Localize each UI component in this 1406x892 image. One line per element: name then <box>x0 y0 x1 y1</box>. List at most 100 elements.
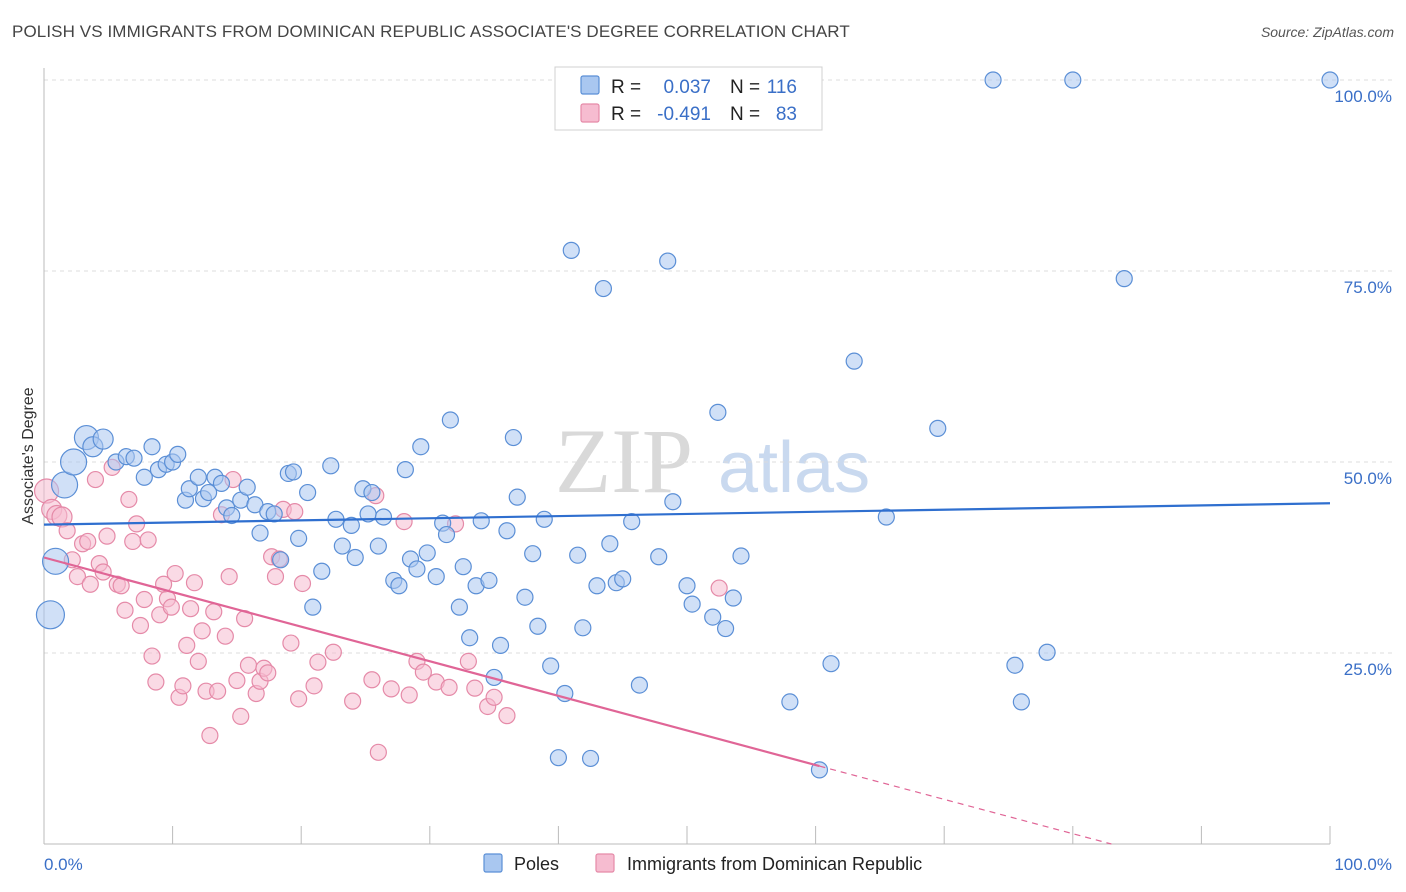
poles-point <box>369 537 387 555</box>
poles-point <box>441 411 459 429</box>
poles-point <box>1321 71 1339 89</box>
poles-point <box>1064 71 1082 89</box>
dominican-point <box>98 527 116 545</box>
dominican-point <box>259 664 277 682</box>
poles-point <box>601 535 619 553</box>
dominican-point <box>139 531 157 549</box>
dominican-point <box>220 567 238 586</box>
correlation-legend: R = 0.037 N = 116 R = -0.491 N = 83 <box>554 66 823 131</box>
poles-point <box>143 438 161 456</box>
poles-point <box>1012 693 1030 711</box>
poles-point <box>238 478 256 496</box>
y-tick-label: 75.0% <box>1344 278 1392 297</box>
poles-point <box>135 468 153 486</box>
dominican-point <box>79 532 97 551</box>
dominican-trendline <box>43 556 820 768</box>
dominican-point <box>174 677 192 695</box>
legend-n-value-poles: 116 <box>767 77 797 98</box>
y-tick-label: 50.0% <box>1344 469 1392 488</box>
x-ticks <box>43 826 1331 844</box>
poles-point <box>265 505 283 523</box>
poles-point <box>549 749 568 767</box>
poles-point <box>594 279 613 298</box>
dominican-point <box>147 673 165 691</box>
poles-point <box>454 558 472 576</box>
series-legend: Poles Immigrants from Dominican Republic <box>483 853 922 874</box>
poles-point <box>659 252 677 270</box>
poles-point <box>363 483 381 502</box>
poles-point <box>299 483 317 502</box>
dominican-point <box>216 627 234 645</box>
poles-point <box>322 457 340 475</box>
dominican-point <box>166 564 184 583</box>
dominican-point <box>282 634 300 652</box>
watermark-atlas: atlas <box>718 428 870 508</box>
dominican-point <box>293 574 312 593</box>
poles-point <box>664 493 682 511</box>
dominican-point <box>344 692 362 710</box>
dominican-point <box>131 616 150 635</box>
poles-point <box>574 619 592 637</box>
dominican-point <box>182 600 200 618</box>
dominican-point <box>290 690 308 708</box>
poles-point <box>59 448 88 476</box>
dominican-point <box>232 707 250 726</box>
series-legend-label-poles: Poles <box>514 854 559 874</box>
dominican-trendline-extension <box>819 765 1112 845</box>
poles-point <box>437 525 456 544</box>
series-legend-swatch-dominican <box>595 853 615 873</box>
dominican-point <box>710 579 728 597</box>
dominican-point <box>81 575 99 593</box>
dominican-point <box>466 679 484 697</box>
chart-source: Source: ZipAtlas.com <box>1260 24 1394 40</box>
poles-trendline <box>43 502 1331 526</box>
poles-point <box>212 474 231 492</box>
dominican-point <box>485 688 503 706</box>
poles-point <box>524 545 542 563</box>
dominican-point <box>135 590 153 609</box>
x-tick-labels: 0.0% 100.0% <box>44 855 1392 874</box>
poles-point <box>535 510 553 528</box>
dominican-point <box>309 653 327 671</box>
dominican-point <box>305 677 323 695</box>
poles-point <box>461 629 479 647</box>
poles-point <box>408 560 426 578</box>
dominican-point <box>209 682 227 700</box>
poles-point <box>50 471 79 499</box>
dominican-points <box>33 458 728 761</box>
legend-swatch-poles <box>580 75 600 95</box>
poles-point <box>822 655 840 673</box>
dominican-point <box>266 567 285 586</box>
poles-point <box>845 352 863 370</box>
poles-point <box>396 461 414 479</box>
poles-point <box>223 506 241 525</box>
poles-point <box>588 577 606 595</box>
poles-point <box>390 577 408 595</box>
poles-point <box>284 463 303 481</box>
poles-point <box>704 608 722 626</box>
poles-point <box>562 241 580 259</box>
dominican-point <box>363 671 381 689</box>
poles-point <box>542 657 560 675</box>
dominican-point <box>324 643 342 661</box>
y-axis-title: Associate's Degree <box>20 387 37 524</box>
dominican-point <box>205 603 223 621</box>
dominican-point <box>201 726 219 745</box>
legend-r-label-dominican: R = <box>611 104 641 125</box>
poles-point <box>92 428 114 450</box>
legend-r-value-dominican: -0.491 <box>657 104 711 125</box>
gridlines <box>44 79 1392 654</box>
dominican-point <box>228 671 246 690</box>
poles-point <box>200 483 218 502</box>
poles-point <box>581 749 600 768</box>
dominican-point <box>189 652 207 671</box>
legend-r-label-poles: R = <box>611 77 641 98</box>
poles-point <box>716 619 735 638</box>
chart-title: POLISH VS IMMIGRANTS FROM DOMINICAN REPU… <box>12 22 850 41</box>
dominican-point <box>178 636 196 654</box>
dominican-point <box>124 532 142 551</box>
dominican-point <box>68 567 87 586</box>
poles-point <box>290 529 308 548</box>
poles-point <box>169 445 187 463</box>
